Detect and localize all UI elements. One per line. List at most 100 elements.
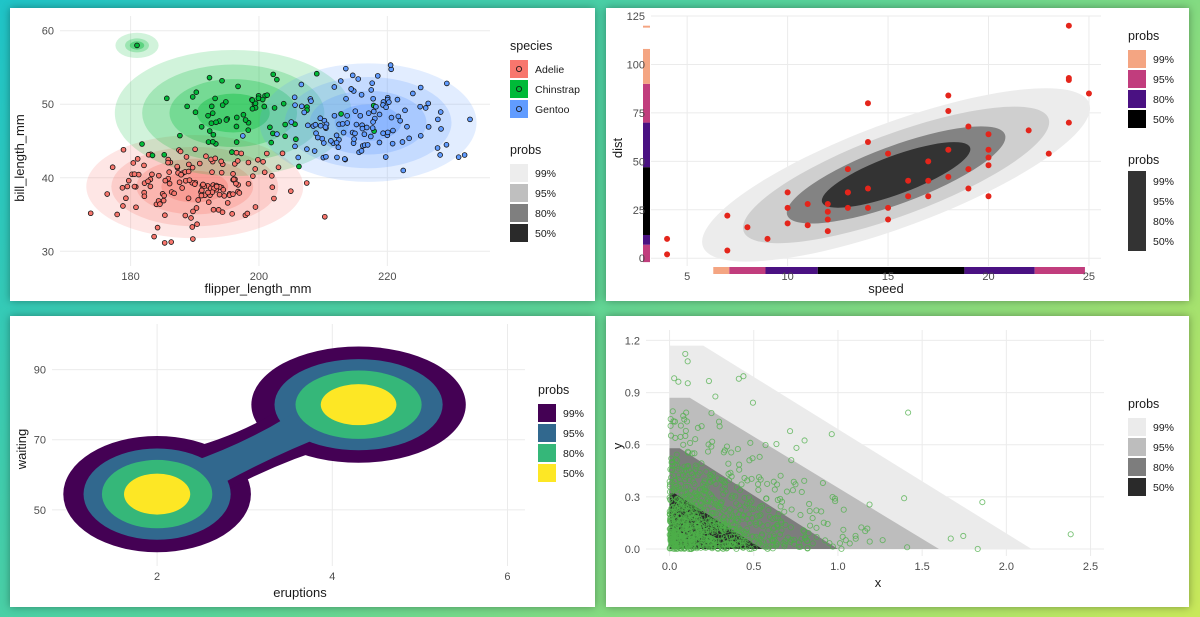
y-tick-label: 0.0 xyxy=(625,544,640,556)
x-tick-label: 2.5 xyxy=(1083,561,1098,573)
data-point xyxy=(690,507,698,514)
data-point xyxy=(669,479,676,486)
data-point-gentoo xyxy=(333,139,340,146)
data-point-gentoo xyxy=(437,152,443,158)
data-point-adelie xyxy=(162,212,168,218)
data-point-chinstrap xyxy=(267,124,273,131)
data-point xyxy=(682,350,689,357)
data-point-gentoo xyxy=(369,125,376,131)
data-point xyxy=(749,399,756,406)
legend-swatch xyxy=(538,424,556,442)
data-point xyxy=(710,510,717,517)
data-point-gentoo xyxy=(339,121,346,127)
data-point xyxy=(681,505,688,512)
data-point-chinstrap xyxy=(223,117,230,123)
legend-label: 50% xyxy=(1153,236,1174,248)
data-point-chinstrap xyxy=(219,77,225,84)
data-point-adelie xyxy=(109,164,116,171)
data-point xyxy=(694,424,701,431)
data-point xyxy=(824,216,831,223)
data-point xyxy=(683,493,690,501)
data-point xyxy=(739,544,746,551)
data-point-adelie xyxy=(162,177,169,184)
data-point xyxy=(678,525,685,532)
data-point xyxy=(675,472,682,479)
data-point-gentoo xyxy=(404,123,410,130)
legend-label: 80% xyxy=(563,448,584,460)
legend-key-point xyxy=(515,106,522,113)
data-point xyxy=(713,522,720,529)
data-point-adelie xyxy=(186,177,193,183)
data-point-gentoo xyxy=(311,148,318,154)
data-point xyxy=(901,495,908,502)
legend-title: probs xyxy=(1128,29,1159,43)
data-point-adelie xyxy=(141,162,147,169)
data-point xyxy=(683,418,691,425)
data-point-gentoo xyxy=(394,96,401,103)
data-point xyxy=(682,432,689,439)
data-point xyxy=(840,506,847,513)
data-point xyxy=(824,208,831,215)
data-point xyxy=(715,418,723,425)
data-point-adelie xyxy=(141,193,148,200)
legend-title: probs xyxy=(538,383,569,397)
legend-label: Chinstrap xyxy=(535,84,580,96)
data-point xyxy=(718,498,725,505)
density-contour-chinstrap xyxy=(142,64,325,162)
data-point xyxy=(864,138,871,145)
legend-label: 95% xyxy=(1153,74,1174,86)
data-point xyxy=(925,193,932,200)
data-point-adelie xyxy=(149,171,155,178)
data-point xyxy=(664,251,671,258)
y-tick-label: 60 xyxy=(42,26,54,38)
data-point xyxy=(749,455,756,462)
data-point xyxy=(703,541,710,549)
data-point-gentoo xyxy=(317,115,324,122)
data-point xyxy=(726,477,733,484)
x-rug-band xyxy=(817,267,965,274)
data-point-adelie xyxy=(288,188,294,194)
data-point-gentoo xyxy=(417,84,424,91)
x-tick-label: 180 xyxy=(121,271,139,283)
data-point xyxy=(675,512,682,519)
y-rug-band xyxy=(643,25,650,28)
data-point xyxy=(842,537,849,544)
data-point-gentoo xyxy=(406,135,412,142)
data-point-gentoo xyxy=(383,104,389,111)
data-point-gentoo xyxy=(292,102,298,108)
data-point xyxy=(762,441,769,449)
density-contour-50 xyxy=(124,473,191,515)
data-point xyxy=(722,535,729,542)
data-point-gentoo xyxy=(438,126,444,132)
data-point-gentoo xyxy=(417,103,423,110)
data-point-gentoo xyxy=(443,141,450,148)
data-point xyxy=(840,526,847,533)
data-point xyxy=(674,505,681,512)
data-point xyxy=(728,494,735,501)
data-point-adelie xyxy=(178,171,184,178)
x-tick-label: 25 xyxy=(1083,271,1095,283)
data-point xyxy=(905,177,912,184)
data-point-gentoo xyxy=(425,124,432,130)
data-point xyxy=(781,508,788,515)
data-point-gentoo xyxy=(343,96,349,102)
data-point-chinstrap xyxy=(261,103,268,110)
data-point-gentoo xyxy=(382,154,389,160)
data-point xyxy=(707,471,714,478)
data-point xyxy=(777,503,784,510)
data-point xyxy=(769,537,776,544)
data-point xyxy=(678,467,685,474)
data-point-chinstrap xyxy=(245,127,252,133)
legend-label: 80% xyxy=(1153,94,1174,106)
data-point xyxy=(744,516,751,523)
data-point-gentoo xyxy=(298,81,305,88)
data-point xyxy=(666,481,674,488)
data-point-chinstrap xyxy=(282,121,288,128)
data-point-gentoo xyxy=(344,120,351,126)
penguins-chart: 180 200 220 30 40 50 60 flipper_length_mm bill… xyxy=(12,16,580,296)
data-point xyxy=(979,499,986,506)
data-point-gentoo xyxy=(370,119,376,125)
x-tick-label: 20 xyxy=(982,271,994,283)
data-point xyxy=(672,477,679,484)
data-point-adelie xyxy=(200,181,206,188)
